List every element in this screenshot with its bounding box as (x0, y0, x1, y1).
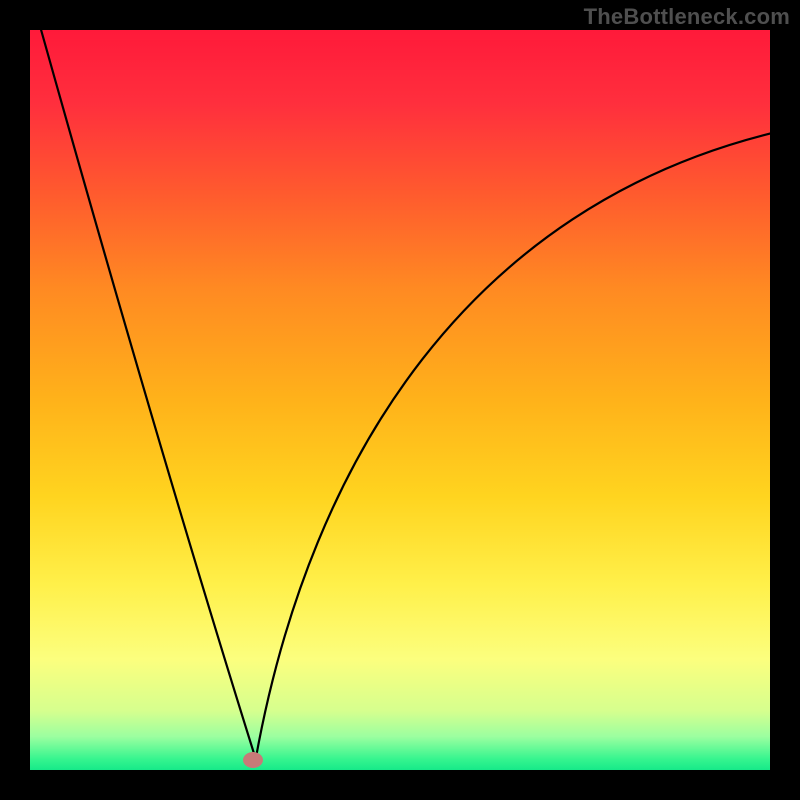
frame-border-left (0, 0, 30, 800)
vertex-marker-icon (243, 752, 263, 768)
chart-plot-area (30, 30, 770, 770)
frame-border-bottom (0, 770, 800, 800)
watermark-text: TheBottleneck.com (584, 4, 790, 30)
frame-border-right (770, 0, 800, 800)
bottleneck-curve (30, 30, 770, 770)
